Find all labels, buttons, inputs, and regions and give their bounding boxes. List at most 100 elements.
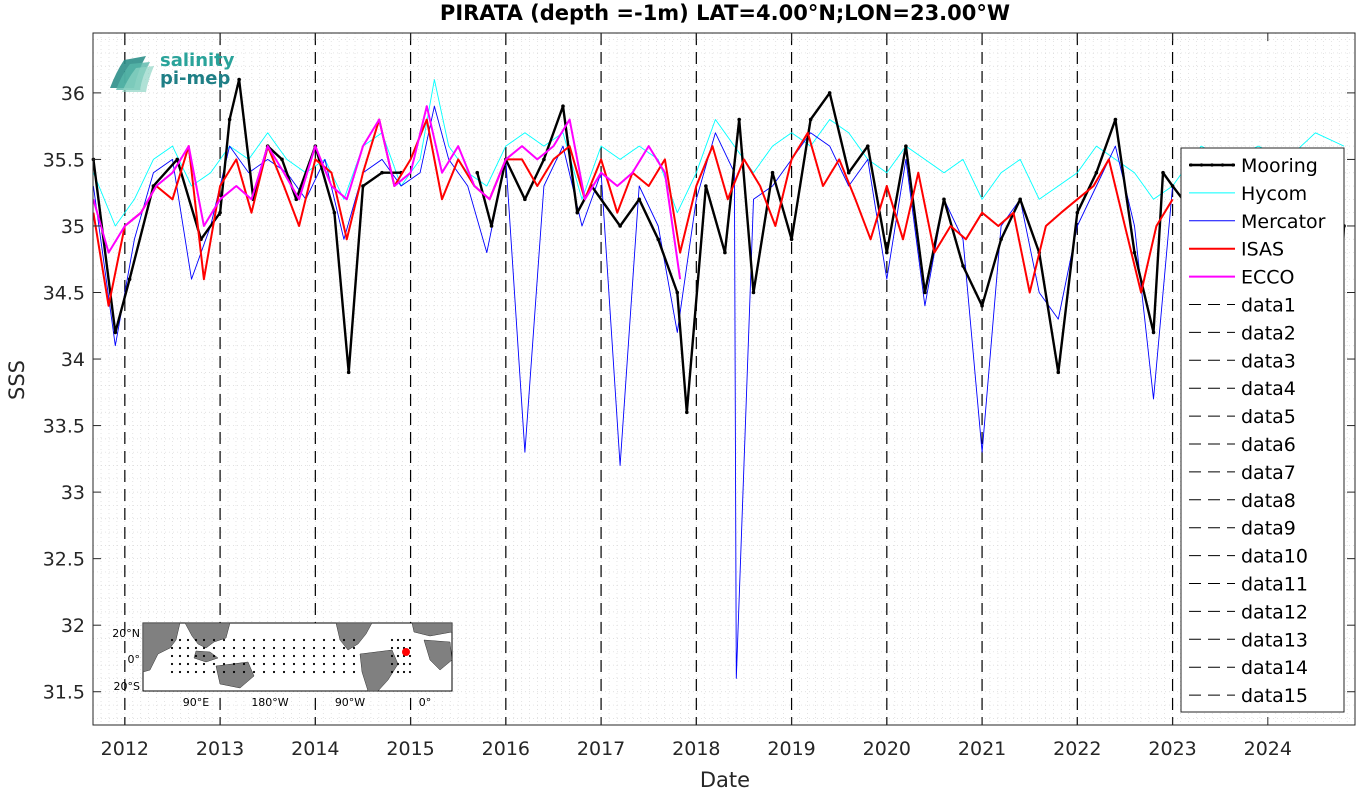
inset-buoy-dot [186,646,190,650]
inset-buoy-dot [194,670,198,674]
logo-line2: pi-mep [160,68,230,89]
inset-buoy-dot [178,654,182,658]
mooring-point [575,210,580,215]
mooring-point [1018,197,1022,202]
inset-buoy-dot [396,638,400,642]
mooring-point [904,144,908,148]
legend-label-ecco: ECCO [1241,267,1295,289]
inset-buoy-dot [272,646,276,650]
inset-lat-0: 0° [128,653,141,666]
inset-mooring-marker [402,648,410,656]
inset-buoy-dot [252,638,256,642]
logo-line1: salinity [160,50,235,71]
inset-buoy-dot [342,646,346,650]
inset-lon-180w: 180°W [251,696,288,709]
inset-buoy-dot [186,662,190,666]
y-tick-label: 33.5 [43,416,85,438]
legend-label-data11: data11 [1241,574,1308,596]
inset-buoy-dot [342,654,346,658]
mooring-point [1161,170,1165,175]
inset-buoy-dot [292,638,296,642]
inset-buoy-dot [242,646,246,650]
inset-buoy-dot [222,638,226,642]
inset-buoy-dot [202,638,206,642]
inset-buoy-dot [252,662,256,666]
inset-buoy-dot [282,638,286,642]
inset-map-frame [142,622,453,692]
chart-title: PIRATA (depth =-1m) LAT=4.00°N;LON=23.00… [440,1,1010,25]
inset-buoy-dot [390,654,394,658]
inset-buoy-dot [390,662,394,666]
mooring-point [218,210,222,215]
inset-buoy-dot [396,654,400,658]
logo: salinity pi-mep [110,50,235,92]
inset-buoy-dot [186,654,190,658]
inset-map: 20°N 0° 20°S 90°E 180°W 90°W 0° [112,622,453,709]
series-line-ecco [92,105,682,280]
mooring-point [1132,250,1137,255]
mooring-point [961,264,965,268]
legend-marker [1199,163,1204,167]
inset-buoy-dot [390,646,394,650]
x-tick-label: 2023 [1148,738,1196,760]
inset-buoy-dot [292,654,296,658]
inset-buoy-dot [170,662,174,666]
mooring-point [618,224,622,228]
inset-buoy-dot [232,646,236,650]
inset-buoy-dot [272,638,276,642]
mooring-point [980,304,984,308]
mooring-point [346,370,351,375]
inset-buoy-dot [302,638,306,642]
mooring-point [1094,170,1099,175]
inset-buoy-dot [212,646,216,650]
mooring-point [656,237,661,242]
inset-buoy-dot [322,654,326,658]
inset-buoy-dot [408,670,412,674]
inset-buoy-dot [342,638,346,642]
y-tick-label: 32 [61,615,85,637]
inset-buoy-dot [242,662,246,666]
mooring-point [1075,210,1080,215]
x-tick-label: 2021 [958,738,1006,760]
inset-buoy-dot [178,662,182,666]
series-group [91,77,1346,679]
inset-buoy-dot [282,670,286,674]
legend-label-mercator: Mercator [1241,211,1326,233]
mooring-point [770,170,775,175]
mooring-point [475,170,480,175]
legend-label-data8: data8 [1241,490,1296,512]
plot-area [93,33,1355,725]
inset-lon-90e: 90°E [183,696,209,709]
mooring-point [227,117,232,122]
legend-label-data4: data4 [1241,378,1296,400]
mooring-point [380,170,384,175]
inset-buoy-dot [252,654,256,658]
mooring-point [942,197,946,202]
inset-map-land [142,622,453,692]
x-tick-labels: 2012 2013 2014 2015 2016 2017 2018 2019 2020 2021… [101,33,1292,760]
inset-buoy-dot [322,646,326,650]
inset-buoy-dot [262,638,266,642]
inset-buoy-dot [352,654,356,658]
mooring-point [1170,184,1175,188]
mooring-point [294,197,299,202]
mooring-point [923,290,927,295]
inset-mooring-dots [170,638,412,674]
inset-buoy-dot [390,638,394,642]
inset-buoy-dot [322,670,326,674]
mooring-point [704,184,708,188]
inset-buoy-dot [390,670,394,674]
inset-buoy-dot [170,638,174,642]
inset-buoy-dot [272,662,276,666]
inset-buoy-dot [352,662,356,666]
x-axis-label: Date [700,768,750,790]
inset-buoy-dot [232,654,236,658]
mooring-point [175,157,180,162]
inset-buoy-dot [396,646,400,650]
inset-buoy-dot [302,662,306,666]
y-tick-label: 34.5 [43,283,85,305]
mooring-point [542,157,546,162]
legend-label-data7: data7 [1241,462,1296,484]
inset-buoy-dot [252,670,256,674]
